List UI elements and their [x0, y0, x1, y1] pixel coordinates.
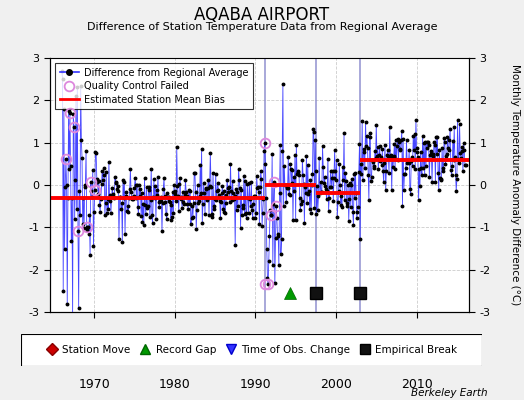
FancyBboxPatch shape [21, 334, 482, 366]
Text: 1970: 1970 [78, 378, 110, 390]
Legend: Station Move, Record Gap, Time of Obs. Change, Empirical Break: Station Move, Record Gap, Time of Obs. C… [42, 342, 461, 358]
Text: Difference of Station Temperature Data from Regional Average: Difference of Station Temperature Data f… [87, 22, 437, 32]
Text: 2000: 2000 [320, 378, 352, 390]
Text: AQABA AIRPORT: AQABA AIRPORT [194, 6, 330, 24]
Text: 2010: 2010 [401, 378, 432, 390]
Y-axis label: Monthly Temperature Anomaly Difference (°C): Monthly Temperature Anomaly Difference (… [510, 64, 520, 306]
Text: 1990: 1990 [239, 378, 271, 390]
Text: Berkeley Earth: Berkeley Earth [411, 388, 487, 398]
Legend: Difference from Regional Average, Quality Control Failed, Estimated Station Mean: Difference from Regional Average, Qualit… [54, 63, 253, 109]
Text: 1980: 1980 [159, 378, 191, 390]
